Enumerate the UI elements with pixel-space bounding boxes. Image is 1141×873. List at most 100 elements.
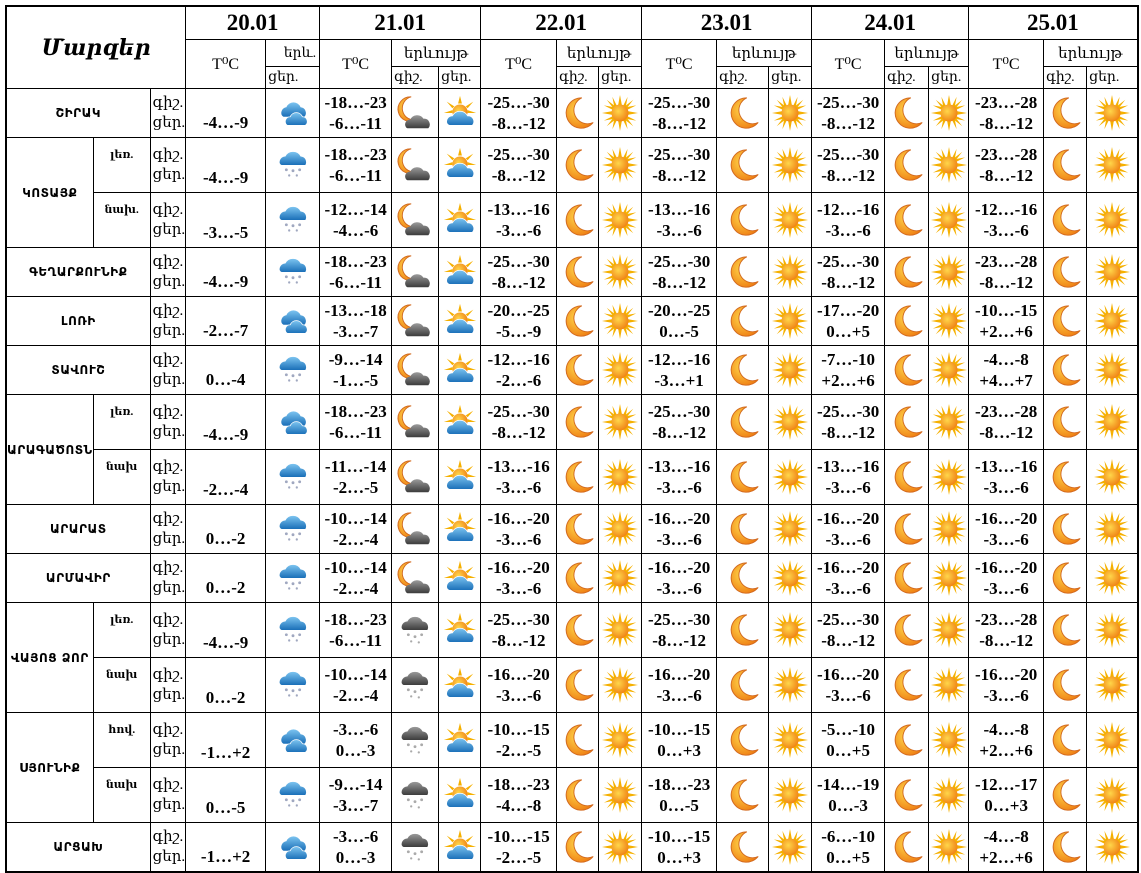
day-temperature: -3…-6 [656,221,702,240]
day-phenomenon-cell [438,504,482,554]
day-temperature: -3…-6 [495,686,542,705]
sun-icon [1087,559,1137,597]
night-temperature: -16…-20 [816,558,880,577]
sun-icon [599,666,641,704]
day-header: ցեր. [265,66,321,89]
night-temperature: -3…-6 [332,827,379,846]
day-temperature: 0…-3 [335,848,376,867]
day-temperature: -3…-6 [983,579,1029,598]
moon-icon [1044,253,1086,291]
sun-icon [929,351,968,389]
day-temperature: +4…+7 [979,371,1033,390]
day-label: ցեր. [152,115,186,131]
night-label: գիշ. [152,404,184,420]
temperature-range: -4…-8 +4…+7 [968,345,1045,395]
temperature-range: -13…-16 -3…-6 [968,449,1045,505]
table-row: ԼՈՌԻ գիշ. ցեր. -2…-7 -13…-18 -3…-7 -20…-25 -5…-… [5,296,1139,346]
header-row-dates: Մարզեր 20.01 21.01 22.01 23.01 24.01 25.01 [5,5,1139,89]
table-row: ՎԱՅՈՑ ՁՈՐ լեռ. գիշ. ցեր. -4…-9 -18…-23 -6…-11-… [5,602,1139,713]
night-phenomenon-cell [1043,553,1088,603]
day-temperature: -3…-6 [983,478,1029,497]
sun-icon [1087,828,1137,866]
day-phenomenon-cell [598,657,643,713]
sun-icon [599,559,641,597]
moon-cloud-icon [392,253,438,291]
sun-icon [599,253,641,291]
moon-icon [557,201,598,239]
night-temperature: -18…-23 [487,775,550,794]
moon-icon [717,828,768,866]
night-label: գիշ. [152,560,184,576]
moon-cloud-icon [392,403,438,441]
temperature-range: -25…-30 -8…-12 [811,137,886,193]
snow-gray-icon [392,721,438,759]
sun-icon [599,776,641,814]
day-phenomenon-cell [768,822,813,873]
region-name: ԿՈՏԱՅՔ [5,137,94,248]
night-phenomenon-cell [391,345,440,395]
moon-icon [885,828,928,866]
night-phenomenon-cell [716,712,770,768]
moon-icon [885,302,928,340]
day-label: ցեր. [152,222,186,238]
day-temperature: +2…+6 [979,848,1033,867]
moon-icon [717,559,768,597]
sun-icon [599,403,641,441]
day-phenomenon-cell [438,553,482,603]
night-label: գիշ. [152,303,184,319]
day-phenomenon-cell [438,712,482,768]
night-phenomenon-cell [716,192,770,248]
night-temperature: -23…-28 [974,145,1038,164]
night-day-labels: գիշ. ցեր. [149,602,187,658]
day-temperature: 0…-3 [828,796,868,815]
night-header: գիշ. [884,66,930,89]
day-phenomenon-cell [598,822,643,873]
temperature-range: -14…-19 0…-3 [811,767,886,823]
table-row: ԱՐԱԳԱԾՈՏՆ լեռ. գիշ. ցեր. -4…-9 -18…-23 -6…-11-… [5,394,1139,505]
night-phenomenon-cell [884,504,930,554]
region-name: ՎԱՅՈՑ ՁՈՐ [5,602,94,713]
day-temperature: -8…-12 [821,273,876,292]
moon-icon [717,666,768,704]
night-temperature: -25…-30 [647,252,711,271]
day-phenomenon-cell [768,137,813,193]
day-temperature: -8…-12 [491,423,546,442]
sun-icon [1087,403,1137,441]
night-phenomenon-cell [884,88,930,138]
moon-icon [557,302,598,340]
night-day-labels: գիշ. ցեր. [149,345,187,395]
temperature-range: -25…-30 -8…-12 [641,602,718,658]
day-phenomenon-cell [768,553,813,603]
temperature-range: -20…-25 0…-5 [641,296,718,346]
temperature-range: -16…-20 -3…-6 [811,657,886,713]
night-phenomenon-cell [556,504,600,554]
temperature-range: -10…-15 +2…+6 [968,296,1045,346]
moon-icon [557,776,598,814]
night-temperature: -25…-30 [487,610,550,629]
sun-icon [929,403,968,441]
temperature-range: -12…-16 -3…-6 [811,192,886,248]
day-label: ցեր. [152,797,186,813]
night-temperature: -18…-23 [324,402,387,421]
night-day-labels: գիշ. ցեր. [149,822,187,873]
night-label: գիշ. [152,667,184,683]
night-day-labels: գիշ. ցեր. [149,192,187,248]
night-temperature: -25…-30 [647,610,711,629]
phenomenon-cell [265,657,321,713]
region-name: ԱՐԱՐԱՏ [5,504,151,554]
night-label: գիշ. [152,777,184,793]
day-temperature: 0…+3 [657,848,701,867]
day-phenomenon-cell [438,88,482,138]
temperature-value: -4…-9 [185,394,267,450]
sun-icon [769,253,811,291]
table-row: նախ գիշ. ցեր. 0…-2 -10…-14 -2…-4 -16…-20 -3…-6-… [6,657,1139,713]
sun-icon [769,403,811,441]
moon-icon [557,146,598,184]
night-phenomenon-cell [716,822,770,873]
night-phenomenon-cell [556,192,600,248]
day-label: ցեր. [152,167,186,183]
night-temperature: -23…-28 [974,402,1038,421]
moon-icon [717,776,768,814]
day-phenomenon-cell [928,822,970,873]
temperature-range: -12…-16 -2…-6 [480,345,558,395]
